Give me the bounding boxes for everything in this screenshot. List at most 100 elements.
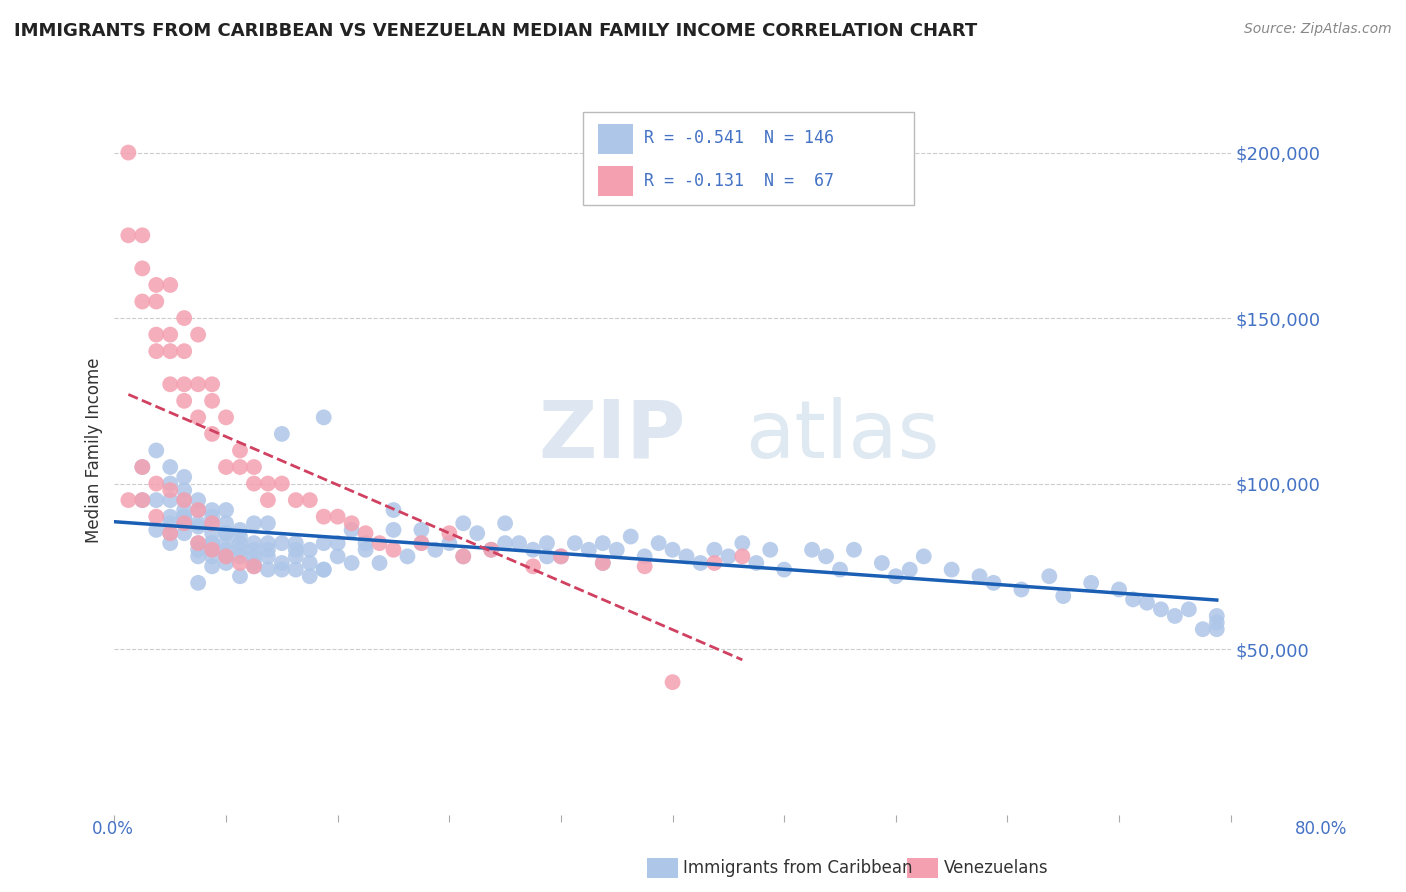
Point [229, 443, 252, 458]
Point [842, 542, 865, 557]
Point [131, 460, 153, 475]
Point [187, 410, 209, 425]
Point [983, 575, 1005, 590]
Point [117, 228, 139, 243]
Point [173, 516, 195, 531]
Point [494, 536, 516, 550]
Point [257, 516, 280, 531]
Point [759, 542, 782, 557]
Point [634, 559, 657, 574]
Point [411, 536, 433, 550]
Point [145, 523, 167, 537]
Point [1150, 602, 1173, 616]
Point [451, 549, 474, 564]
Point [1205, 622, 1227, 636]
Point [145, 327, 167, 342]
Point [229, 549, 252, 564]
Point [159, 344, 181, 359]
Point [159, 526, 181, 541]
Point [159, 277, 181, 292]
Point [229, 529, 252, 543]
Point [1178, 602, 1201, 616]
Point [159, 516, 181, 531]
Point [243, 542, 266, 557]
Point [634, 549, 657, 564]
Point [298, 493, 321, 508]
Point [215, 526, 238, 541]
Point [312, 536, 335, 550]
Point [592, 556, 614, 570]
Point [815, 549, 838, 564]
Point [675, 549, 697, 564]
Point [159, 493, 181, 508]
Point [494, 516, 516, 531]
Point [270, 426, 292, 441]
Point [536, 536, 558, 550]
Point [312, 563, 335, 577]
Point [312, 563, 335, 577]
Point [439, 536, 461, 550]
Point [243, 549, 266, 564]
Point [187, 377, 209, 392]
Text: 0.0%: 0.0% [91, 820, 134, 838]
Point [689, 556, 711, 570]
Point [187, 516, 209, 531]
Text: 80.0%: 80.0% [1295, 820, 1347, 838]
Point [1010, 582, 1032, 597]
Point [439, 526, 461, 541]
Point [243, 476, 266, 491]
Point [578, 542, 600, 557]
Point [117, 493, 139, 508]
Point [257, 563, 280, 577]
Point [773, 563, 796, 577]
Point [243, 556, 266, 570]
Point [159, 476, 181, 491]
Point [284, 536, 307, 550]
Text: Immigrants from Caribbean: Immigrants from Caribbean [683, 859, 912, 877]
Point [284, 563, 307, 577]
Point [173, 509, 195, 524]
Point [145, 443, 167, 458]
Point [173, 516, 195, 531]
Point [731, 536, 754, 550]
Point [647, 536, 669, 550]
Point [131, 460, 153, 475]
Point [257, 542, 280, 557]
Point [201, 542, 224, 557]
Point [215, 503, 238, 517]
Point [243, 559, 266, 574]
Point [257, 493, 280, 508]
Point [173, 493, 195, 508]
Point [284, 549, 307, 564]
Text: R = -0.131  N =  67: R = -0.131 N = 67 [644, 172, 834, 190]
Point [1191, 622, 1213, 636]
Point [187, 536, 209, 550]
Point [145, 476, 167, 491]
Point [465, 526, 488, 541]
Point [187, 503, 209, 517]
Point [201, 536, 224, 550]
Point [1205, 615, 1227, 630]
Point [215, 460, 238, 475]
Point [354, 542, 377, 557]
Point [131, 261, 153, 276]
Point [1108, 582, 1130, 597]
Point [131, 228, 153, 243]
Point [215, 536, 238, 550]
Point [201, 542, 224, 557]
Point [159, 509, 181, 524]
Point [145, 344, 167, 359]
Point [703, 542, 725, 557]
Point [201, 516, 224, 531]
Point [187, 493, 209, 508]
Point [257, 549, 280, 564]
Point [257, 536, 280, 550]
Point [159, 377, 181, 392]
Point [661, 675, 683, 690]
Point [131, 493, 153, 508]
Point [284, 493, 307, 508]
Point [270, 556, 292, 570]
Point [536, 549, 558, 564]
Point [731, 549, 754, 564]
Point [201, 503, 224, 517]
